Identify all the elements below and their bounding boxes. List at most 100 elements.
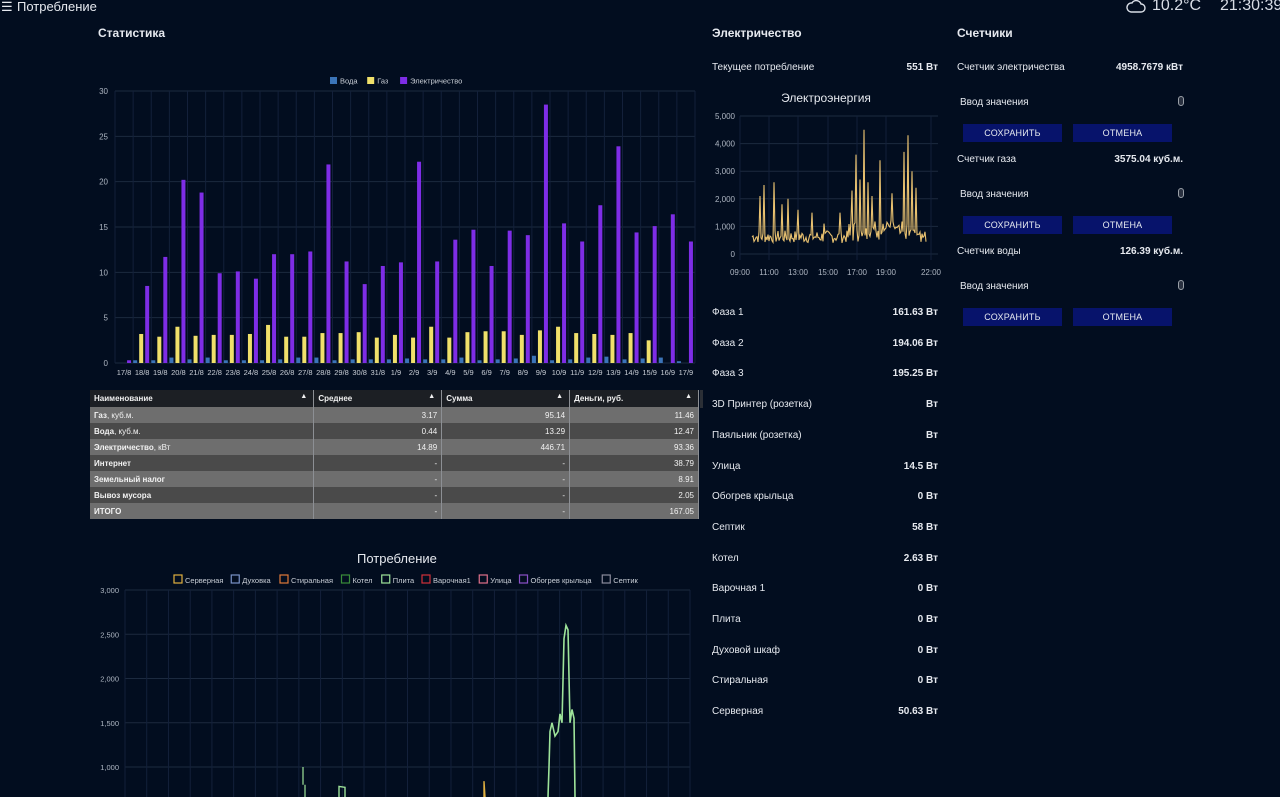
bar[interactable] [477, 360, 482, 363]
meter-input-field[interactable]: Ввод значения [960, 97, 1029, 108]
bar[interactable] [489, 265, 494, 363]
bar[interactable] [290, 254, 295, 363]
bar[interactable] [405, 358, 410, 363]
bar[interactable] [253, 278, 258, 363]
bar[interactable] [187, 359, 192, 363]
column-header-name[interactable]: Наименование ▲ [90, 390, 315, 407]
bar[interactable] [652, 226, 657, 363]
sort-up-icon[interactable]: ▲ [556, 393, 564, 400]
bar[interactable] [139, 333, 144, 363]
bar[interactable] [169, 357, 174, 363]
legend-label[interactable]: Плита [393, 576, 415, 585]
save-button[interactable]: СОХРАНИТЬ [963, 124, 1062, 142]
bar[interactable] [308, 251, 313, 363]
bar[interactable] [326, 164, 331, 363]
bar[interactable] [392, 334, 397, 363]
number-spinner[interactable] [1178, 188, 1184, 198]
legend-label[interactable]: Варочная1 [433, 576, 471, 585]
cancel-button[interactable]: ОТМЕНА [1073, 124, 1172, 142]
bar[interactable] [163, 256, 168, 363]
sort-up-icon[interactable]: ▲ [300, 393, 308, 400]
bar[interactable] [688, 241, 693, 363]
meter-input-field[interactable]: Ввод значения [960, 189, 1029, 200]
legend-swatch[interactable] [230, 574, 240, 584]
legend-label[interactable]: Обогрев крыльца [531, 576, 593, 585]
bar[interactable] [531, 355, 536, 363]
bar[interactable] [133, 360, 138, 363]
legend-swatch[interactable] [330, 77, 337, 84]
sort-up-icon[interactable]: ▲ [685, 393, 692, 400]
bar[interactable] [658, 357, 663, 363]
legend-label[interactable]: Вода [340, 77, 358, 86]
legend-label[interactable]: Котел [353, 576, 373, 585]
legend-label[interactable]: Септик [613, 576, 638, 585]
bar[interactable] [537, 330, 542, 363]
bar[interactable] [145, 285, 150, 363]
bar[interactable] [556, 326, 561, 363]
column-header-sum[interactable]: Сумма ▲ [441, 390, 571, 407]
bar[interactable] [374, 337, 379, 363]
bar[interactable] [205, 357, 210, 363]
bar[interactable] [423, 359, 428, 363]
bar[interactable] [175, 326, 180, 363]
bar[interactable] [676, 361, 681, 363]
bar[interactable] [386, 359, 391, 363]
legend-swatch[interactable] [279, 574, 289, 584]
bar[interactable] [592, 333, 597, 363]
bar[interactable] [217, 273, 222, 363]
bar[interactable] [441, 359, 446, 363]
bar[interactable] [471, 229, 476, 363]
number-spinner[interactable] [1178, 280, 1184, 290]
bar[interactable] [151, 360, 156, 363]
column-header-money[interactable]: Деньги, руб. ▲ [569, 390, 699, 407]
bar[interactable] [670, 214, 675, 363]
bar[interactable] [127, 360, 132, 363]
bar[interactable] [338, 333, 343, 363]
sort-up-icon[interactable]: ▲ [428, 393, 436, 400]
bar[interactable] [332, 360, 337, 363]
bar[interactable] [241, 360, 246, 363]
bar[interactable] [181, 179, 186, 363]
bar[interactable] [616, 146, 621, 363]
bar[interactable] [368, 359, 373, 363]
bar[interactable] [296, 357, 301, 363]
bar[interactable] [398, 262, 403, 363]
bar[interactable] [278, 359, 283, 363]
bar[interactable] [513, 358, 518, 363]
bar[interactable] [199, 192, 204, 363]
bar[interactable] [235, 271, 240, 363]
bar[interactable] [429, 326, 434, 363]
bar[interactable] [417, 161, 422, 363]
legend-swatch[interactable] [601, 574, 611, 584]
bar[interactable] [362, 284, 367, 363]
bar[interactable] [380, 265, 385, 363]
bar[interactable] [344, 261, 349, 363]
bar[interactable] [260, 360, 265, 363]
bar[interactable] [465, 332, 470, 363]
bar[interactable] [302, 336, 307, 363]
bar[interactable] [495, 359, 500, 363]
legend-swatch[interactable] [518, 574, 529, 584]
bar[interactable] [628, 333, 633, 363]
column-header-average[interactable]: Среднее ▲ [313, 390, 443, 407]
bar[interactable] [350, 359, 355, 363]
bar[interactable] [272, 254, 277, 363]
bar[interactable] [543, 104, 548, 363]
bar[interactable] [223, 360, 228, 363]
bar[interactable] [525, 235, 530, 363]
bar[interactable] [507, 230, 512, 363]
legend-swatch[interactable] [340, 574, 351, 584]
legend-swatch[interactable] [400, 77, 408, 84]
bar[interactable] [459, 357, 464, 363]
legend-swatch[interactable] [478, 574, 488, 584]
legend-swatch[interactable] [381, 574, 391, 584]
bar[interactable] [646, 340, 651, 363]
bar[interactable] [229, 334, 234, 363]
save-button[interactable]: СОХРАНИТЬ [963, 308, 1062, 326]
bar[interactable] [447, 337, 452, 363]
bar[interactable] [610, 334, 615, 363]
bar[interactable] [157, 336, 162, 363]
legend-label[interactable]: Стиральная [291, 576, 333, 585]
bar[interactable] [453, 239, 458, 363]
cancel-button[interactable]: ОТМЕНА [1073, 308, 1172, 326]
